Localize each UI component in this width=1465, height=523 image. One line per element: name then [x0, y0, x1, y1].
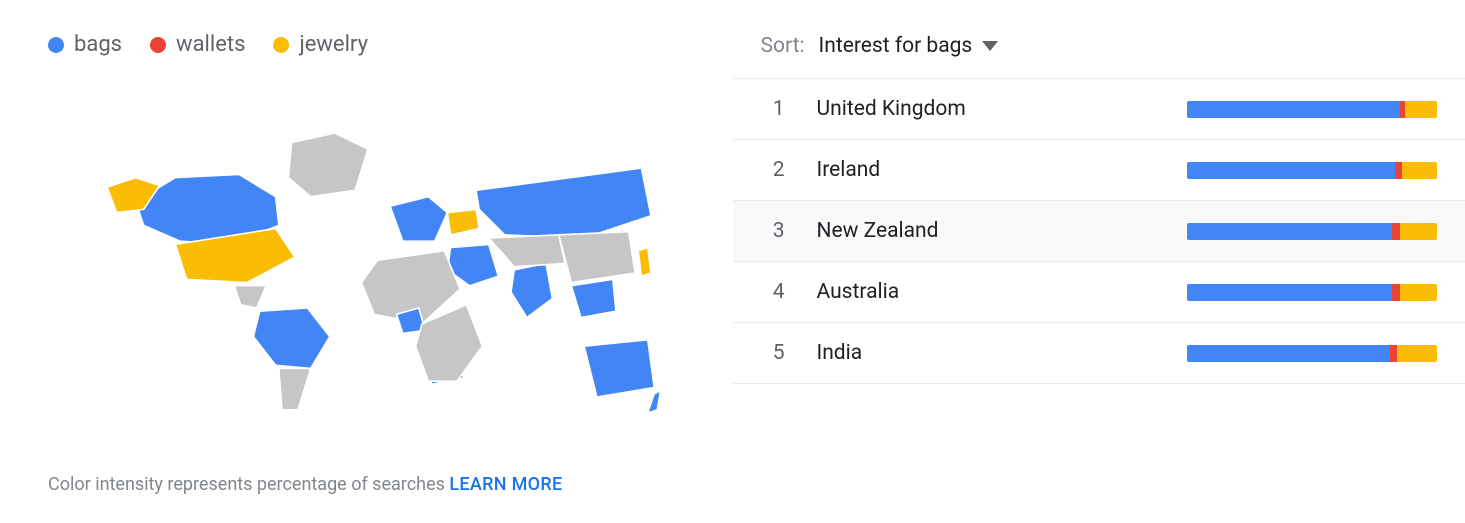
- map-region-australia[interactable]: [584, 340, 654, 397]
- chevron-down-icon: [982, 41, 998, 51]
- sort-label: Sort:: [761, 34, 805, 58]
- map-region-russia[interactable]: [476, 168, 651, 238]
- bar-seg-wallets: [1392, 223, 1400, 240]
- bar-seg-jewelry: [1397, 345, 1437, 362]
- bar-seg-jewelry: [1400, 223, 1438, 240]
- map-region-south-america-north[interactable]: [253, 308, 329, 368]
- caption-text: Color intensity represents percentage of…: [48, 474, 445, 495]
- map-region-india[interactable]: [511, 264, 552, 318]
- bar-seg-jewelry: [1405, 101, 1438, 118]
- map-region-new-zealand[interactable]: [648, 391, 661, 413]
- bar-seg-wallets: [1395, 162, 1403, 179]
- map-region-china[interactable]: [559, 232, 635, 283]
- map-region-central-america[interactable]: [234, 286, 266, 308]
- bar-seg-jewelry: [1400, 284, 1438, 301]
- legend-item-jewelry[interactable]: jewelry: [273, 32, 368, 57]
- country-name: United Kingdom: [817, 97, 1156, 121]
- learn-more-link[interactable]: LEARN MORE: [449, 474, 562, 495]
- table-row[interactable]: 1 United Kingdom: [733, 79, 1465, 140]
- legend-label: wallets: [176, 32, 245, 57]
- legend-item-wallets[interactable]: wallets: [150, 32, 245, 57]
- country-name: New Zealand: [817, 219, 1156, 243]
- map-region-central-asia[interactable]: [489, 235, 565, 267]
- sort-value: Interest for bags: [819, 34, 973, 58]
- legend: bags wallets jewelry: [48, 32, 701, 57]
- results-list: 1 United Kingdom 2 Ireland 3 New Zealand 4 Aust…: [733, 79, 1465, 384]
- legend-item-bags[interactable]: bags: [48, 32, 122, 57]
- bar-seg-jewelry: [1402, 162, 1437, 179]
- sort-dropdown[interactable]: Interest for bags: [819, 34, 999, 58]
- legend-label: jewelry: [299, 32, 368, 57]
- map-region-greenland[interactable]: [288, 134, 368, 198]
- table-row[interactable]: 5 India: [733, 323, 1465, 384]
- sort-row: Sort: Interest for bags: [733, 22, 1465, 79]
- table-row[interactable]: 2 Ireland: [733, 140, 1465, 201]
- jewelry-dot-icon: [273, 37, 289, 53]
- rank: 4: [761, 280, 785, 304]
- rank: 3: [761, 219, 785, 243]
- bar-seg-bags: [1187, 101, 1400, 118]
- country-name: Australia: [817, 280, 1156, 304]
- map-pane: bags wallets jewelry Color intensity repre…: [0, 0, 733, 523]
- bar-seg-bags: [1187, 345, 1390, 362]
- bar-seg-wallets: [1390, 345, 1398, 362]
- map-region-sea[interactable]: [571, 280, 616, 318]
- table-row[interactable]: 3 New Zealand: [733, 201, 1465, 262]
- trends-comparison-card: bags wallets jewelry Color intensity repre…: [0, 0, 1465, 523]
- map-wrap: [48, 69, 701, 462]
- share-bar: [1187, 162, 1437, 179]
- bar-seg-bags: [1187, 284, 1392, 301]
- table-row[interactable]: 4 Australia: [733, 262, 1465, 323]
- map-region-japan[interactable]: [638, 248, 651, 277]
- map-region-south-america-south[interactable]: [279, 369, 311, 410]
- map-caption: Color intensity represents percentage of…: [48, 474, 701, 495]
- bar-seg-wallets: [1392, 284, 1400, 301]
- rank: 1: [761, 97, 785, 121]
- country-name: India: [817, 341, 1156, 365]
- legend-label: bags: [74, 32, 122, 57]
- wallets-dot-icon: [150, 37, 166, 53]
- share-bar: [1187, 345, 1437, 362]
- world-map[interactable]: [88, 114, 661, 416]
- map-region-ukraine[interactable]: [447, 210, 479, 235]
- results-pane: Sort: Interest for bags 1 United Kingdom 2…: [733, 0, 1465, 523]
- share-bar: [1187, 223, 1437, 240]
- share-bar: [1187, 101, 1437, 118]
- bags-dot-icon: [48, 37, 64, 53]
- rank: 2: [761, 158, 785, 182]
- share-bar: [1187, 284, 1437, 301]
- country-name: Ireland: [817, 158, 1156, 182]
- bar-seg-bags: [1187, 162, 1395, 179]
- bar-seg-bags: [1187, 223, 1392, 240]
- map-region-europe-west[interactable]: [390, 197, 447, 242]
- rank: 5: [761, 341, 785, 365]
